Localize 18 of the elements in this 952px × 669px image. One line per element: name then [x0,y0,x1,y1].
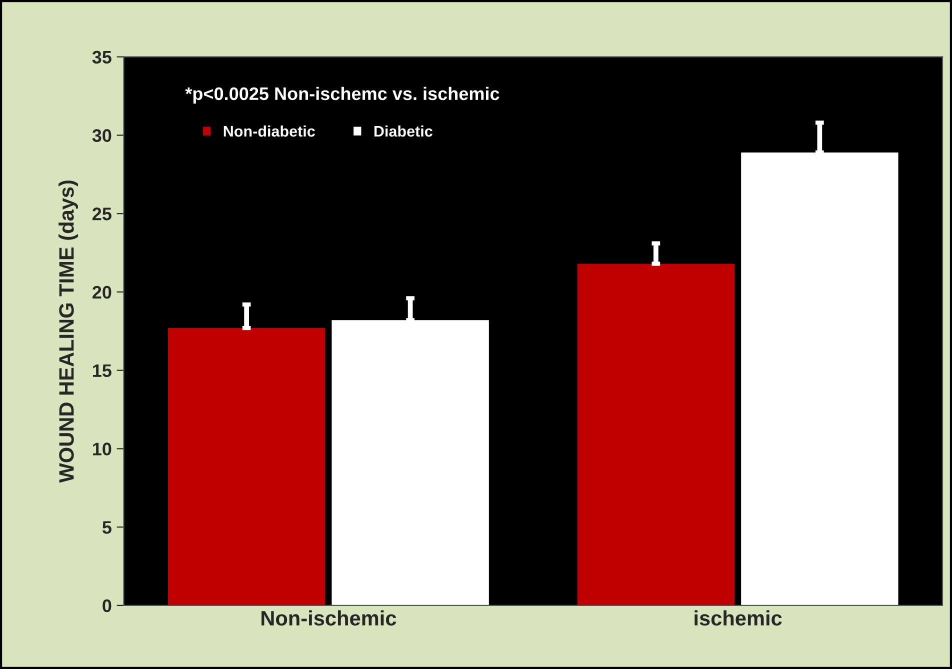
bar [741,152,898,606]
y-tick-label: 20 [92,286,112,299]
y-tick-label: 0 [102,599,112,612]
x-tick-label: Non-ischemic [262,610,396,626]
y-tick-label: 25 [92,208,112,220]
bar [577,264,735,606]
annotation: *p<0.0025 Non-ischemc vs. ischemic [185,86,500,104]
y-axis-title: WOUND HEALING TIME (days) [58,180,78,483]
bar [168,328,326,606]
y-tick-label: 5 [102,521,112,534]
y-tick-label: 30 [92,129,112,142]
x-tick-label: ischemic [694,610,782,626]
y-tick-label: 15 [93,364,112,378]
y-tick-label: 35 [92,50,112,64]
y-tick-label: 10 [93,442,112,456]
bar [332,320,489,606]
legend-label: Diabetic [374,125,432,137]
legend-label: Non-diabetic [224,125,315,137]
